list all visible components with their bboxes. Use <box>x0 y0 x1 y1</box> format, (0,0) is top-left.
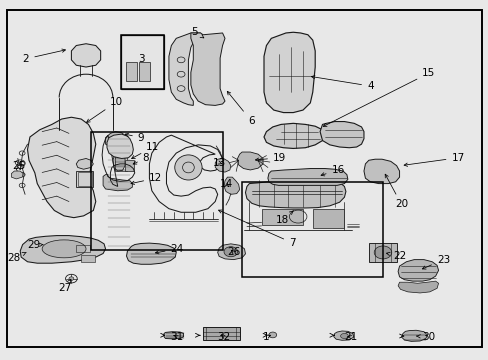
Bar <box>139 62 150 81</box>
Ellipse shape <box>268 332 276 338</box>
Text: 14: 14 <box>220 179 233 189</box>
Ellipse shape <box>340 333 347 338</box>
Ellipse shape <box>224 247 237 257</box>
Polygon shape <box>397 260 438 281</box>
Polygon shape <box>190 33 224 105</box>
Polygon shape <box>105 132 127 148</box>
Bar <box>312 209 344 228</box>
Polygon shape <box>107 134 133 158</box>
Ellipse shape <box>125 48 132 53</box>
Text: 8: 8 <box>133 153 149 164</box>
Text: 23: 23 <box>422 255 449 269</box>
Polygon shape <box>71 44 101 67</box>
Text: 29: 29 <box>27 240 43 250</box>
Bar <box>368 243 396 262</box>
Text: 31: 31 <box>170 332 183 342</box>
Text: 11: 11 <box>131 142 159 158</box>
Polygon shape <box>267 168 347 185</box>
Text: 12: 12 <box>131 173 162 184</box>
Polygon shape <box>397 281 438 293</box>
Polygon shape <box>237 152 263 170</box>
Bar <box>203 327 239 340</box>
Polygon shape <box>168 33 200 105</box>
Text: 26: 26 <box>227 247 240 257</box>
Bar <box>242 182 383 277</box>
Bar <box>76 171 93 187</box>
Text: 28: 28 <box>8 252 26 263</box>
Polygon shape <box>126 243 176 264</box>
Text: 32: 32 <box>217 332 230 342</box>
Text: 21: 21 <box>344 332 357 342</box>
Text: 13: 13 <box>212 158 225 168</box>
Text: 16: 16 <box>321 165 344 176</box>
Text: 10: 10 <box>86 97 123 122</box>
Bar <box>121 35 163 89</box>
Text: 1: 1 <box>263 332 270 342</box>
Polygon shape <box>363 159 399 184</box>
Bar <box>121 35 163 89</box>
Bar <box>125 160 134 171</box>
Polygon shape <box>103 175 132 191</box>
Bar <box>126 62 137 81</box>
Text: 18: 18 <box>275 211 293 225</box>
Text: 24: 24 <box>155 244 183 254</box>
Text: 2: 2 <box>22 49 65 64</box>
Polygon shape <box>20 235 105 263</box>
Text: 5: 5 <box>191 27 203 38</box>
Text: 9: 9 <box>125 133 144 143</box>
Polygon shape <box>76 158 93 169</box>
Text: 19: 19 <box>255 153 285 163</box>
Ellipse shape <box>139 48 146 53</box>
Text: 30: 30 <box>416 332 434 342</box>
Polygon shape <box>217 244 245 260</box>
Bar <box>261 209 303 225</box>
Polygon shape <box>245 180 345 208</box>
Bar <box>81 255 95 262</box>
Text: 25: 25 <box>13 161 26 171</box>
Text: 3: 3 <box>138 54 144 64</box>
Text: 22: 22 <box>386 251 406 261</box>
Polygon shape <box>264 32 315 113</box>
Polygon shape <box>320 122 363 148</box>
Polygon shape <box>215 158 230 172</box>
Bar <box>91 132 222 250</box>
Polygon shape <box>113 151 125 171</box>
Text: 4: 4 <box>311 76 373 91</box>
Ellipse shape <box>373 246 391 259</box>
Text: 27: 27 <box>58 279 72 293</box>
Text: 20: 20 <box>385 174 407 210</box>
Text: 6: 6 <box>227 91 254 126</box>
Polygon shape <box>224 177 239 194</box>
Bar <box>78 172 92 186</box>
Polygon shape <box>333 331 353 340</box>
Ellipse shape <box>42 240 86 258</box>
Polygon shape <box>264 123 325 148</box>
Text: 15: 15 <box>323 68 434 126</box>
Text: 7: 7 <box>218 210 295 248</box>
Polygon shape <box>401 330 427 341</box>
Polygon shape <box>163 332 183 339</box>
Bar <box>76 244 90 252</box>
Bar <box>115 153 127 171</box>
Polygon shape <box>27 117 96 218</box>
Ellipse shape <box>174 155 202 180</box>
Polygon shape <box>11 171 23 179</box>
Text: 17: 17 <box>403 153 464 166</box>
Ellipse shape <box>69 277 74 280</box>
